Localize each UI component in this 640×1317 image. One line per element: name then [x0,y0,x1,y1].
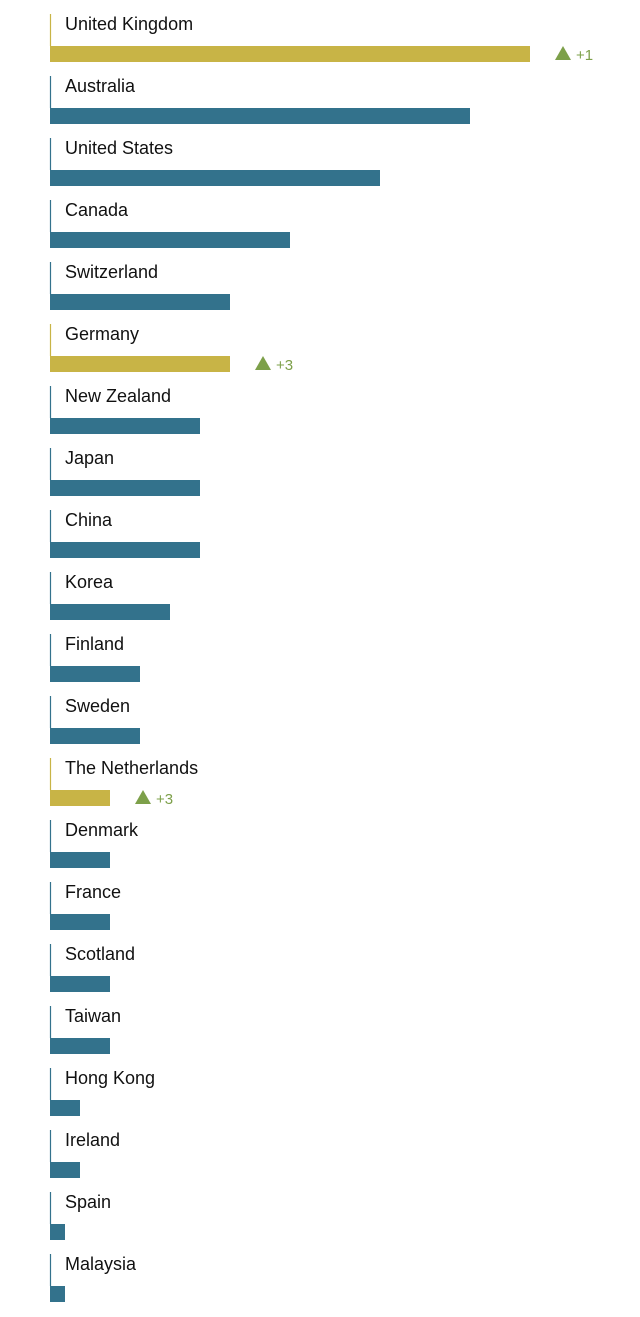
bar [50,728,140,744]
category-label: Malaysia [65,1254,137,1274]
category-label: Taiwan [65,1006,121,1026]
bar-row-sweden: Sweden [49,696,140,744]
category-label: Sweden [65,696,130,716]
category-label: Switzerland [65,262,158,282]
bar-row-spain: Spain [49,1192,111,1240]
rank-change-label: +3 [156,791,173,808]
bar [50,480,200,496]
bar [50,604,170,620]
category-label: The Netherlands [65,758,198,778]
bar-row-germany: Germany +3 [49,324,293,374]
category-label: Korea [65,572,114,592]
bar [50,852,110,868]
bar [50,170,380,186]
rank-change-label: +1 [576,47,593,64]
category-label: United States [65,138,173,158]
rank-change-label: +3 [276,357,293,374]
bar-row-ireland: Ireland [49,1130,120,1178]
bar-row-united-kingdom: United Kingdom +1 [49,14,593,64]
bar [50,1038,110,1054]
category-label: Australia [65,76,136,96]
bar [50,666,140,682]
bar [50,1224,65,1240]
bar [50,790,110,806]
category-label: Japan [65,448,114,468]
bar-row-united-states: United States [49,138,380,186]
bar-row-new-zealand: New Zealand [49,386,200,434]
bar-row-denmark: Denmark [49,820,139,868]
category-label: Denmark [65,820,139,840]
bar-row-finland: Finland [49,634,140,682]
bar [50,542,200,558]
bar [50,1286,65,1302]
bar [50,1100,80,1116]
bar-row-korea: Korea [49,572,170,620]
bar [50,232,290,248]
category-label: New Zealand [65,386,171,406]
bar-row-the-netherlands: The Netherlands +3 [49,758,198,808]
bar [50,1162,80,1178]
category-label: Ireland [65,1130,120,1150]
category-label: Germany [65,324,139,344]
bar-row-france: France [49,882,121,930]
category-label: Spain [65,1192,111,1212]
bar-row-japan: Japan [49,448,200,496]
category-label: Scotland [65,944,135,964]
bar [50,356,230,372]
category-label: Hong Kong [65,1068,155,1088]
category-label: Canada [65,200,129,220]
bar [50,976,110,992]
bar-row-hong-kong: Hong Kong [49,1068,155,1116]
rank-change-up-icon [555,46,571,60]
category-label: China [65,510,113,530]
bar-row-scotland: Scotland [49,944,135,992]
bar-row-taiwan: Taiwan [49,1006,121,1054]
bar-row-china: China [49,510,200,558]
bar [50,108,470,124]
category-label: Finland [65,634,124,654]
rank-change-up-icon [255,356,271,370]
bar [50,294,230,310]
bar-row-australia: Australia [49,76,470,124]
category-label: United Kingdom [65,14,193,34]
bar [50,418,200,434]
bar-row-switzerland: Switzerland [49,262,230,310]
category-label: France [65,882,121,902]
bar [50,914,110,930]
bar-row-malaysia: Malaysia [49,1254,137,1302]
rank-change-up-icon [135,790,151,804]
bar [50,46,530,62]
bar-row-canada: Canada [49,200,290,248]
